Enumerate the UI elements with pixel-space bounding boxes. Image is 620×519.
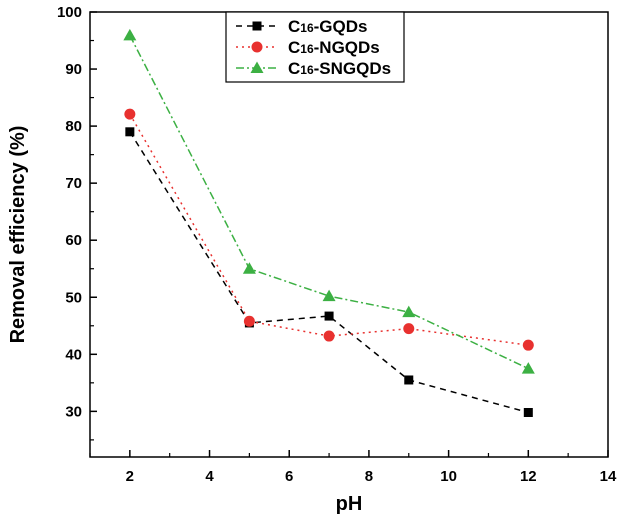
legend-label: C16-SNGQDs — [288, 59, 391, 78]
data-point — [521, 362, 535, 374]
y-tick-label: 70 — [65, 175, 82, 192]
x-tick-label: 10 — [440, 468, 457, 485]
y-tick-label: 30 — [65, 403, 82, 420]
legend-marker — [252, 21, 262, 31]
data-point — [404, 375, 414, 385]
data-point — [522, 339, 534, 351]
y-tick-label: 50 — [65, 289, 82, 306]
y-axis-title: Removal efficiency (%) — [7, 126, 29, 344]
x-tick-label: 2 — [126, 468, 134, 485]
legend-entry: C16-GQDs — [236, 17, 367, 36]
legend-label-prefix: C — [288, 38, 300, 57]
series-2 — [124, 108, 534, 351]
legend-marker — [250, 61, 264, 73]
y-tick-label: 100 — [57, 4, 82, 21]
series-3 — [123, 28, 535, 374]
legend-marker — [251, 41, 263, 53]
legend-label-subscript: 16 — [300, 42, 314, 56]
x-tick-label: 12 — [520, 468, 537, 485]
y-tick-label: 90 — [65, 61, 82, 78]
data-point — [324, 311, 334, 321]
x-tick-label: 14 — [600, 468, 617, 485]
axis-ticks: 2 4 6 8 10 12 14 30 40 50 60 70 80 90 100 — [57, 4, 617, 485]
legend-label-prefix: C — [288, 59, 300, 78]
series-layer — [123, 28, 535, 417]
x-tick-label: 8 — [365, 468, 373, 485]
data-point — [523, 408, 533, 417]
legend-label-suffix: -NGQDs — [314, 38, 380, 57]
legend-label-subscript: 16 — [300, 21, 314, 35]
legend-label-prefix: C — [288, 17, 300, 36]
x-axis-title: pH — [336, 493, 363, 515]
data-point — [123, 28, 137, 41]
data-point — [243, 315, 255, 327]
data-point — [125, 127, 135, 137]
data-point — [322, 289, 336, 302]
data-point — [323, 330, 335, 342]
legend-label: C16-NGQDs — [288, 38, 380, 57]
data-point — [124, 108, 136, 120]
legend-label-suffix: -GQDs — [314, 17, 368, 36]
legend-entry: C16-SNGQDs — [236, 59, 391, 78]
legend-label: C16-GQDs — [288, 17, 367, 36]
legend-label-suffix: -SNGQDs — [314, 59, 391, 78]
data-point — [402, 305, 416, 318]
x-tick-label: 4 — [205, 468, 214, 485]
series-1 — [125, 127, 533, 417]
y-tick-label: 80 — [65, 118, 82, 135]
series-line — [129, 113, 529, 346]
series-line — [129, 35, 529, 370]
x-tick-label: 6 — [285, 468, 293, 485]
series-line — [129, 131, 529, 414]
y-tick-label: 60 — [65, 232, 82, 249]
legend-entry: C16-NGQDs — [236, 38, 380, 57]
legend-label-subscript: 16 — [300, 63, 314, 77]
data-point — [403, 323, 415, 335]
data-point — [242, 262, 256, 274]
y-tick-label: 40 — [65, 346, 82, 363]
